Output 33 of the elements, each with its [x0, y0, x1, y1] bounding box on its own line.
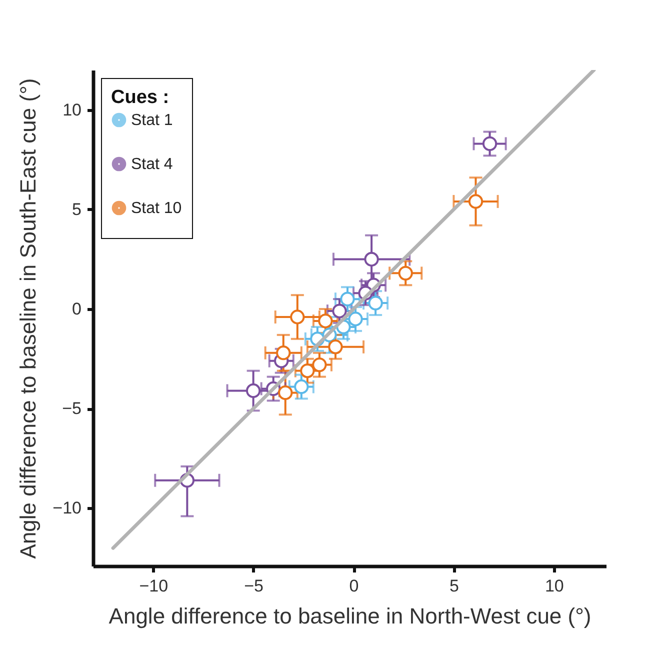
y-tick-label: −5 — [62, 399, 82, 418]
point — [348, 312, 363, 326]
x-tick-label: −5 — [244, 576, 264, 596]
y-tick-label: 5 — [72, 200, 82, 219]
point — [368, 296, 383, 310]
y-axis-title: Angle difference to baseline in South-East cue (°) — [16, 78, 41, 559]
point — [246, 383, 261, 398]
point — [328, 340, 343, 354]
legend-label: Stat 4 — [131, 156, 173, 173]
point — [398, 266, 413, 280]
point — [278, 385, 293, 400]
point — [312, 358, 327, 372]
point — [340, 292, 355, 306]
y-tick-label: 10 — [62, 100, 82, 120]
point — [332, 304, 347, 318]
legend-title: Cues : — [111, 87, 170, 108]
point — [482, 136, 498, 152]
point — [290, 310, 305, 324]
x-tick-label: 0 — [349, 576, 359, 596]
point — [300, 363, 315, 378]
point — [276, 346, 291, 360]
x-tick-label: −10 — [139, 576, 168, 596]
point — [318, 314, 333, 328]
x-tick-label: 5 — [449, 576, 459, 596]
point — [468, 194, 484, 209]
point — [364, 252, 379, 267]
x-axis-title: Angle difference to baseline in North-West cue (°) — [108, 604, 592, 628]
x-tick-label: 10 — [544, 576, 564, 596]
y-tick-label: 0 — [72, 300, 82, 319]
y-tick-label: −10 — [52, 498, 82, 518]
point — [294, 379, 309, 394]
legend-label: Stat 10 — [131, 200, 182, 217]
legend-label: Stat 1 — [131, 112, 173, 129]
